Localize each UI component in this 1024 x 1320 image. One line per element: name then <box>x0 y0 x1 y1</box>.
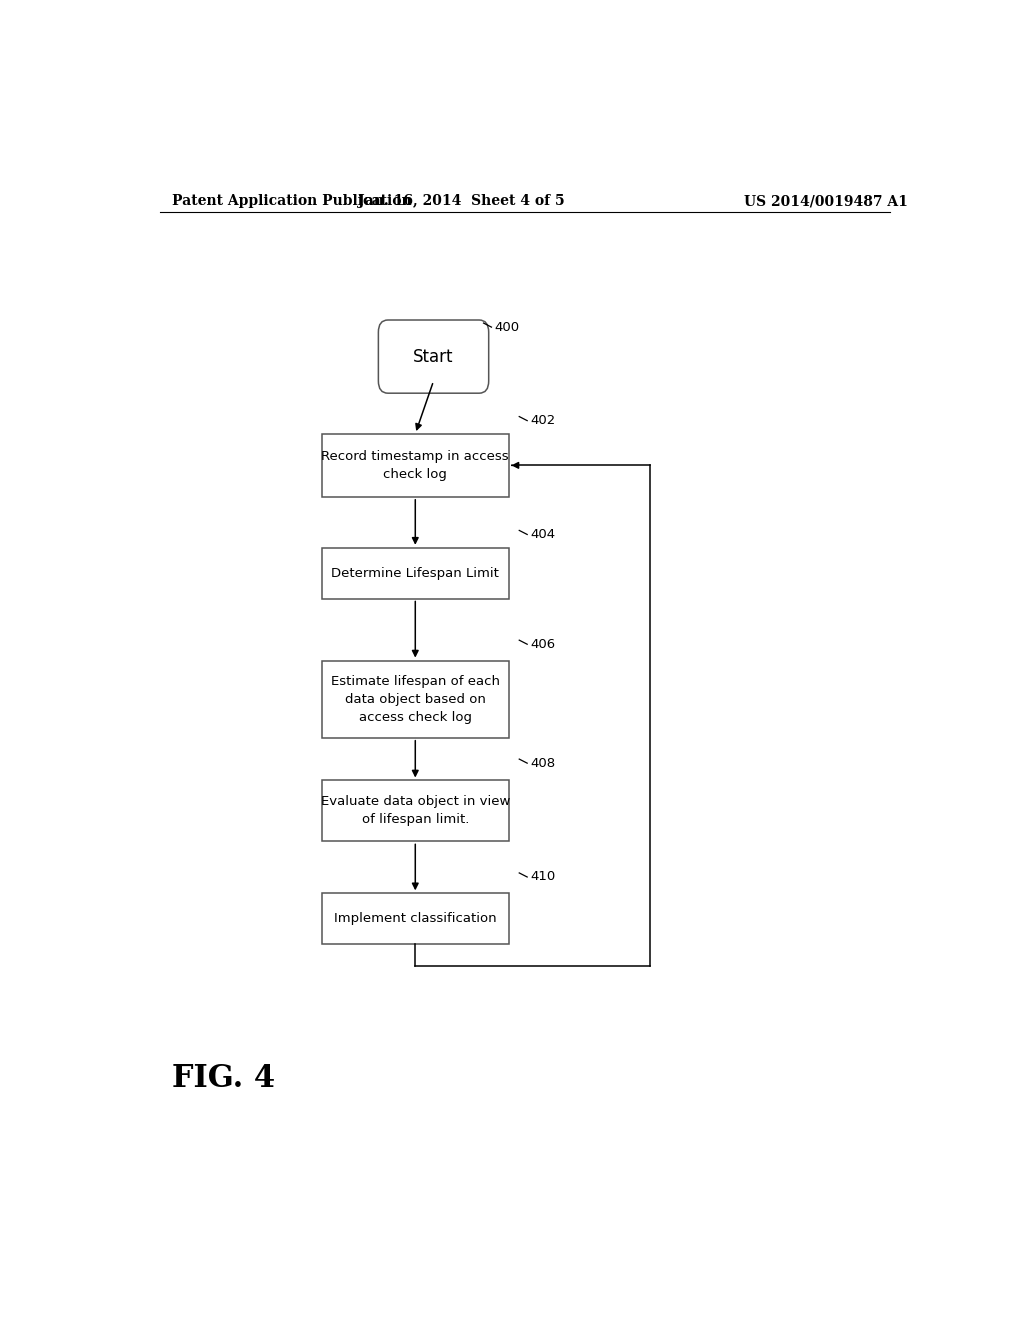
Text: 408: 408 <box>530 756 555 770</box>
FancyBboxPatch shape <box>322 894 509 944</box>
Text: US 2014/0019487 A1: US 2014/0019487 A1 <box>744 194 908 209</box>
Text: Patent Application Publication: Patent Application Publication <box>172 194 412 209</box>
Text: Estimate lifespan of each
data object based on
access check log: Estimate lifespan of each data object ba… <box>331 675 500 723</box>
FancyBboxPatch shape <box>322 434 509 496</box>
Text: Determine Lifespan Limit: Determine Lifespan Limit <box>332 566 500 579</box>
FancyBboxPatch shape <box>322 660 509 738</box>
Text: 404: 404 <box>530 528 555 541</box>
Text: Jan. 16, 2014  Sheet 4 of 5: Jan. 16, 2014 Sheet 4 of 5 <box>358 194 564 209</box>
Text: Start: Start <box>414 347 454 366</box>
FancyBboxPatch shape <box>379 319 488 393</box>
Text: 406: 406 <box>530 638 555 651</box>
Text: Implement classification: Implement classification <box>334 912 497 925</box>
Text: Evaluate data object in view
of lifespan limit.: Evaluate data object in view of lifespan… <box>321 796 510 826</box>
Text: Record timestamp in access
check log: Record timestamp in access check log <box>322 450 509 480</box>
FancyBboxPatch shape <box>322 780 509 841</box>
FancyBboxPatch shape <box>322 548 509 598</box>
Text: 410: 410 <box>530 870 556 883</box>
Text: 402: 402 <box>530 414 556 428</box>
Text: 400: 400 <box>495 321 520 334</box>
Text: FIG. 4: FIG. 4 <box>172 1063 274 1094</box>
